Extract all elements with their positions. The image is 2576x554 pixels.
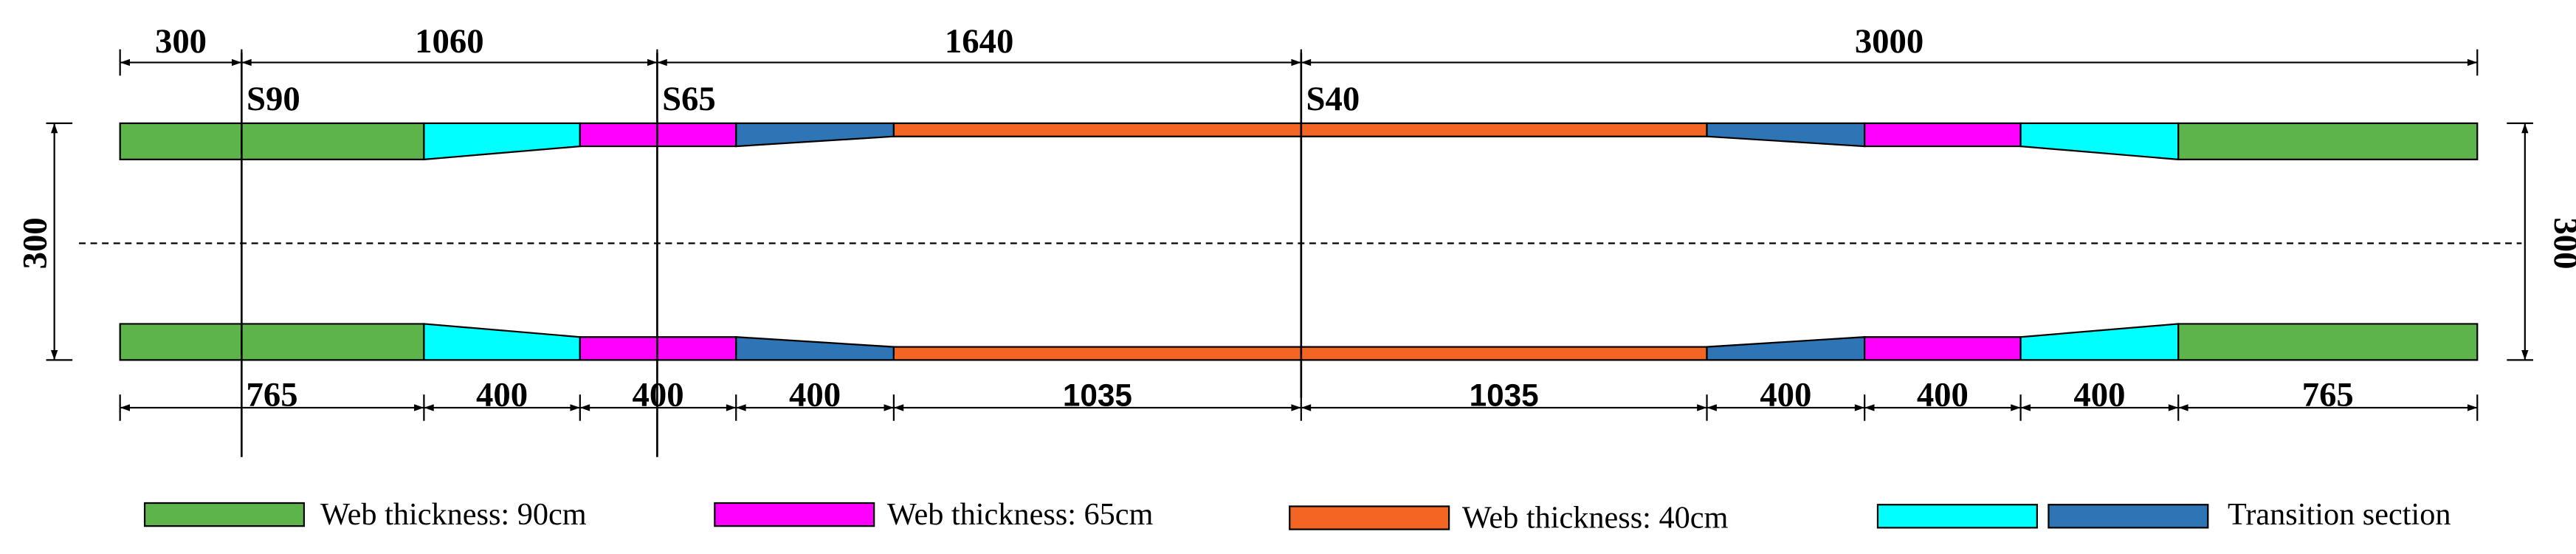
web-65 xyxy=(1864,336,2022,361)
dimension-label: 400 xyxy=(476,376,528,414)
transition xyxy=(423,122,581,161)
dimension-label: 765 xyxy=(2302,376,2354,414)
legend-label: Web thickness: 90cm xyxy=(320,497,587,532)
dimension-label: 400 xyxy=(1917,376,1969,414)
top-flange xyxy=(119,122,2479,161)
section-label: S40 xyxy=(1306,80,1360,118)
web-90 xyxy=(119,122,425,160)
transition xyxy=(735,336,895,361)
legend-swatch xyxy=(1876,504,2038,529)
dimension-label: 1035 xyxy=(1063,378,1132,413)
web-90 xyxy=(119,323,425,361)
dimensions: 300 1060 1640 3000 765 400 400 400 1035 1035 400 40… xyxy=(119,22,2479,421)
bottom-flange xyxy=(119,323,2479,361)
dimension-label: 3000 xyxy=(1855,22,1924,61)
transition xyxy=(1706,336,1866,361)
dimension-label: 765 xyxy=(246,376,297,414)
transition xyxy=(735,122,895,148)
dimension-label: 300 xyxy=(155,22,207,61)
legend-swatch xyxy=(143,502,306,527)
web-90 xyxy=(2177,323,2479,361)
side-dimension: 300 xyxy=(16,217,55,269)
transition xyxy=(2019,323,2180,361)
web-65 xyxy=(1864,122,2022,148)
legend-label: Transition section xyxy=(2228,497,2451,532)
dimension-label: 400 xyxy=(1760,376,1811,414)
dimension-label: 1060 xyxy=(415,22,483,61)
legend-label: Web thickness: 65cm xyxy=(887,497,1154,532)
legend-swatch xyxy=(2048,504,2209,529)
transition xyxy=(1706,122,1866,148)
side-dimension: 300 xyxy=(2546,217,2576,269)
dimension-label: 400 xyxy=(632,376,683,414)
section-label: S65 xyxy=(662,80,716,118)
section-label: S90 xyxy=(247,80,300,118)
transition xyxy=(423,323,581,361)
transition xyxy=(2019,122,2180,161)
dimension-label: 400 xyxy=(789,376,841,414)
dimension-label: 400 xyxy=(2073,376,2125,414)
legend-swatch xyxy=(714,502,875,527)
dimension-label: 1640 xyxy=(945,22,1013,61)
web-90 xyxy=(2177,122,2479,160)
dimension-label: 1035 xyxy=(1470,378,1539,413)
legend-swatch xyxy=(1289,505,1450,530)
legend-label: Web thickness: 40cm xyxy=(1462,500,1729,535)
